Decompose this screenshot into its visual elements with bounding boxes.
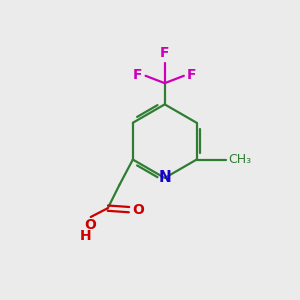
Text: CH₃: CH₃ [228,153,251,166]
Text: O: O [133,202,144,217]
Text: H: H [80,230,91,243]
Text: F: F [160,46,169,60]
Text: F: F [133,68,142,82]
Text: O: O [84,218,96,233]
Text: N: N [158,170,171,185]
Text: F: F [187,68,196,82]
